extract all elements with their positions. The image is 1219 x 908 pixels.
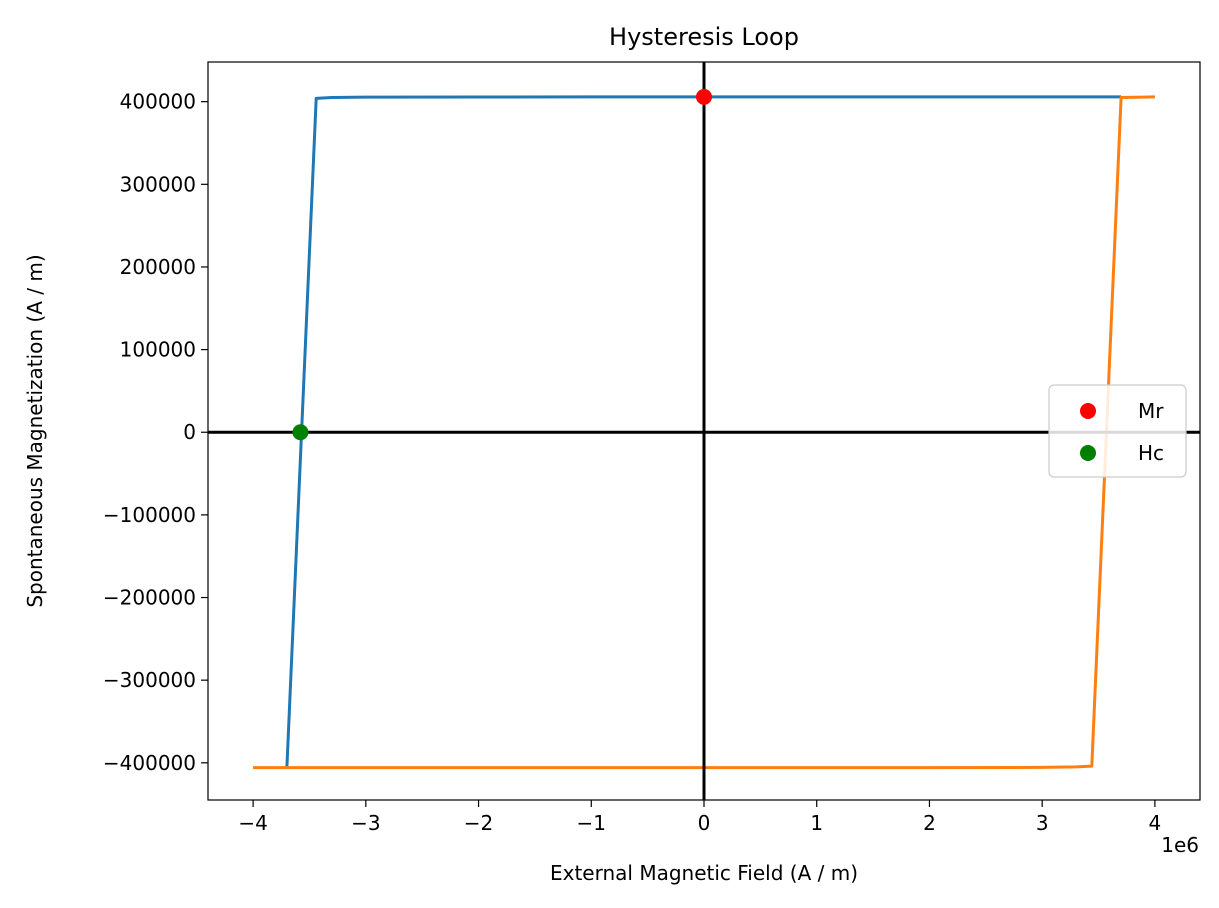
y-tick-label: −200000	[103, 586, 196, 610]
y-tick-label: 0	[183, 420, 196, 444]
reference-lines	[208, 62, 1200, 800]
marker-layer	[292, 88, 712, 441]
y-tick-label: 200000	[120, 255, 196, 279]
marker-mr	[696, 88, 712, 105]
plot-area	[207, 61, 1201, 801]
x-tick-label: 0	[698, 811, 711, 835]
y-tick-label: −300000	[103, 668, 196, 692]
legend-box	[1048, 384, 1187, 478]
legend-label-mr: Mr	[1138, 399, 1164, 423]
y-axis-label: Spontaneous Magnetization (A / m)	[23, 254, 47, 607]
y-tick-label: 100000	[120, 338, 196, 362]
x-tick-label: 3	[1036, 811, 1049, 835]
legend: Mr Hc	[1048, 384, 1187, 478]
x-tick-label: −3	[351, 811, 380, 835]
y-tick-label: 300000	[120, 172, 196, 196]
x-axis-offset-label: 1e6	[1161, 833, 1199, 857]
chart-title: Hysteresis Loop	[609, 23, 799, 51]
x-axis-ticks: −4 −3 −2 −1 0 1 2 3 4	[238, 800, 1161, 835]
x-tick-label: 2	[923, 811, 936, 835]
series-layer	[253, 95, 1155, 770]
marker-hc	[292, 424, 309, 441]
x-axis-label: External Magnetic Field (A / m)	[550, 861, 858, 885]
series-line-2	[253, 95, 1155, 770]
x-tick-label: −4	[238, 811, 267, 835]
legend-marker-mr	[1080, 403, 1096, 419]
legend-label-hc: Hc	[1138, 441, 1164, 465]
y-tick-label: 400000	[120, 90, 196, 114]
legend-marker-hc	[1080, 445, 1096, 461]
x-tick-label: −1	[577, 811, 606, 835]
y-tick-label: −100000	[103, 503, 196, 527]
series-line-1	[285, 95, 1122, 767]
y-axis-ticks: −400000 −300000 −200000 −100000 0 100000 20000…	[103, 90, 208, 775]
y-tick-label: −400000	[103, 751, 196, 775]
x-tick-label: 4	[1149, 811, 1162, 835]
x-tick-label: −2	[464, 811, 493, 835]
x-tick-label: 1	[810, 811, 823, 835]
